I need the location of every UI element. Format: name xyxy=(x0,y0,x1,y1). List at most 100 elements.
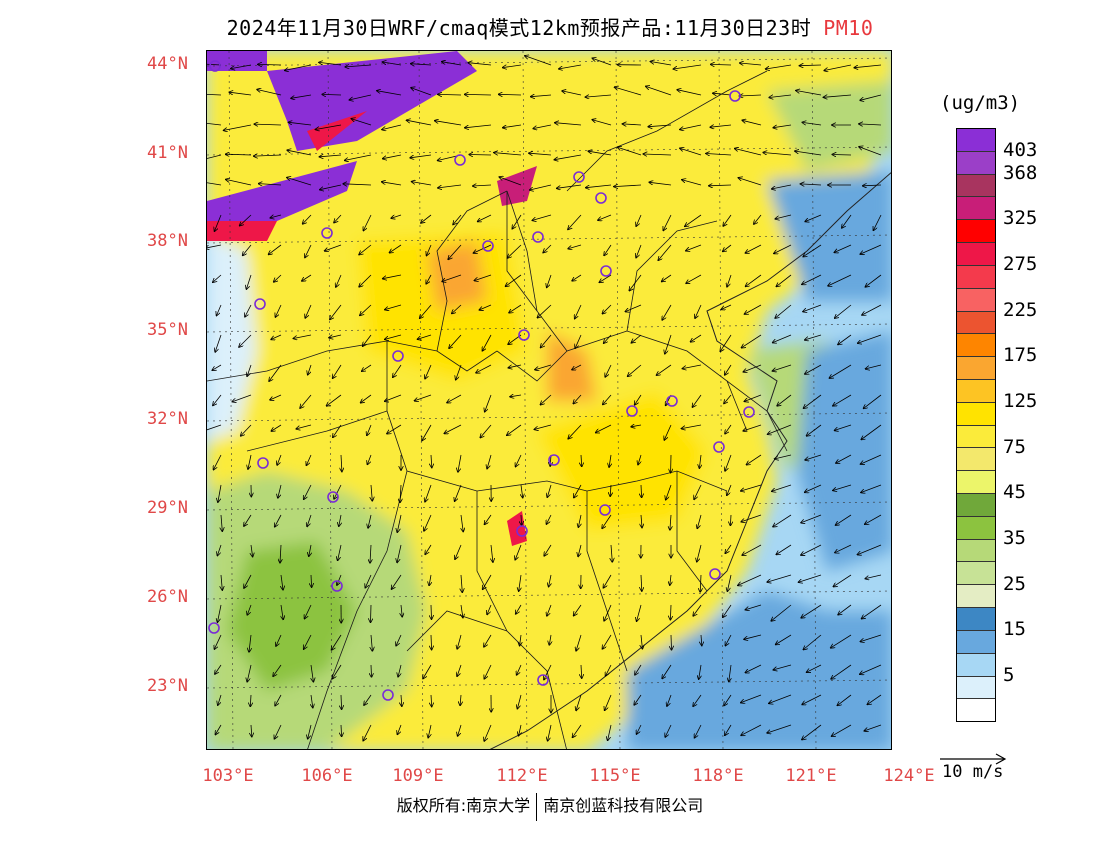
wind-arrow xyxy=(860,664,882,674)
wind-arrow xyxy=(807,664,822,672)
legend-unit: (ug/m3) xyxy=(940,92,1021,114)
wind-arrow xyxy=(387,424,402,434)
wind-arrow xyxy=(803,634,822,650)
wind-arrow xyxy=(519,724,521,736)
wind-arrow xyxy=(275,304,282,317)
wind-arrow xyxy=(484,724,492,741)
wind-arrow xyxy=(720,334,732,351)
legend-swatch xyxy=(957,129,995,151)
legend-swatch xyxy=(957,356,995,379)
wind-arrow xyxy=(345,65,372,67)
wind-arrow xyxy=(226,179,252,186)
wind-arrow xyxy=(316,124,342,130)
wind-arrow xyxy=(377,91,402,96)
legend-swatch xyxy=(957,607,995,630)
wind-arrow xyxy=(867,694,882,704)
wind-arrow xyxy=(586,184,612,188)
wind-arrow xyxy=(533,124,552,129)
wind-arrow xyxy=(499,94,522,95)
wind-arrow xyxy=(807,424,822,436)
wind-arrow xyxy=(457,634,462,649)
city-marker xyxy=(516,525,528,537)
wind-arrow xyxy=(333,424,342,437)
city-marker xyxy=(743,406,755,418)
city-marker xyxy=(392,350,404,362)
wind-arrow xyxy=(425,484,432,502)
wind-arrow xyxy=(349,94,372,100)
wind-arrow xyxy=(383,274,402,279)
legend-level-label: 325 xyxy=(1003,207,1038,230)
wind-arrow xyxy=(458,454,462,472)
wind-arrow xyxy=(801,184,822,185)
wind-arrow xyxy=(239,334,252,347)
wind-arrow xyxy=(305,604,312,619)
wind-arrow xyxy=(861,454,882,464)
wind-arrow xyxy=(802,122,822,126)
wind-arrow xyxy=(572,274,582,281)
wind-arrow xyxy=(725,454,732,471)
lon-tick-label: 121°E xyxy=(785,766,837,786)
wind-arrow xyxy=(529,153,552,155)
wind-arrow xyxy=(864,724,882,731)
wind-arrow xyxy=(709,185,732,186)
wind-arrow xyxy=(320,155,342,157)
wind-arrow xyxy=(543,244,552,253)
wind-arrow xyxy=(805,484,822,492)
wind-arrow xyxy=(631,425,642,427)
wind-arrow xyxy=(860,634,882,642)
wind-arrow xyxy=(217,544,222,556)
wind-arrow xyxy=(371,484,372,501)
wind-arrow xyxy=(773,364,792,371)
wind-arrow xyxy=(664,424,672,440)
wind-arrow xyxy=(802,694,822,705)
wind-arrow xyxy=(629,274,642,291)
wind-arrow xyxy=(618,147,642,156)
wind-arrow xyxy=(468,63,492,65)
wind-arrow xyxy=(568,244,582,249)
legend-swatch xyxy=(957,310,995,334)
city-marker xyxy=(331,580,343,592)
wind-arrow xyxy=(244,574,252,588)
wind-arrow xyxy=(442,274,462,282)
wind-arrow xyxy=(773,664,792,670)
wind-arrow xyxy=(429,574,431,585)
wind-arrow xyxy=(562,91,582,96)
wind-arrow xyxy=(270,215,282,218)
wind-arrow xyxy=(291,94,312,98)
wind-arrow xyxy=(247,664,252,682)
lat-tick-label: 23°N xyxy=(147,676,188,696)
wind-arrow xyxy=(244,514,252,526)
wind-arrow xyxy=(730,514,731,525)
wind-arrow xyxy=(665,334,672,354)
wind-arrow xyxy=(574,484,582,498)
wind-arrow xyxy=(474,244,492,253)
title-main: 2024年11月30日WRF/cmaq模式12km预报产品:11月30日23时 xyxy=(226,16,812,40)
wind-arrow xyxy=(831,634,852,648)
wind-arrow xyxy=(860,94,882,100)
wind-arrow xyxy=(453,214,462,225)
legend-level-label: 403 xyxy=(1003,138,1038,161)
wind-arrow xyxy=(637,724,642,734)
wind-arrow xyxy=(218,694,222,705)
wind-arrow xyxy=(325,244,342,251)
wind-arrow xyxy=(327,394,342,406)
legend-swatch xyxy=(957,173,995,197)
wind-arrow xyxy=(625,304,642,312)
wind-arrow xyxy=(585,95,612,97)
wind-arrow xyxy=(483,574,492,589)
wind-arrow xyxy=(829,364,852,378)
wind-arrow xyxy=(410,154,432,158)
wind-arrow xyxy=(805,334,822,340)
wind-arrow xyxy=(694,484,702,499)
wind-arrow xyxy=(832,724,852,736)
wind-arrow xyxy=(254,124,282,125)
wind-arrow xyxy=(217,304,222,316)
wind-arrow xyxy=(721,304,732,309)
wind-arrow xyxy=(383,154,402,159)
lon-tick-label: 112°E xyxy=(496,766,548,786)
wind-arrow xyxy=(725,424,732,434)
city-marker xyxy=(537,674,549,686)
wind-arrow xyxy=(221,574,222,590)
wind-arrow xyxy=(711,64,732,65)
wind-arrow xyxy=(547,484,552,497)
